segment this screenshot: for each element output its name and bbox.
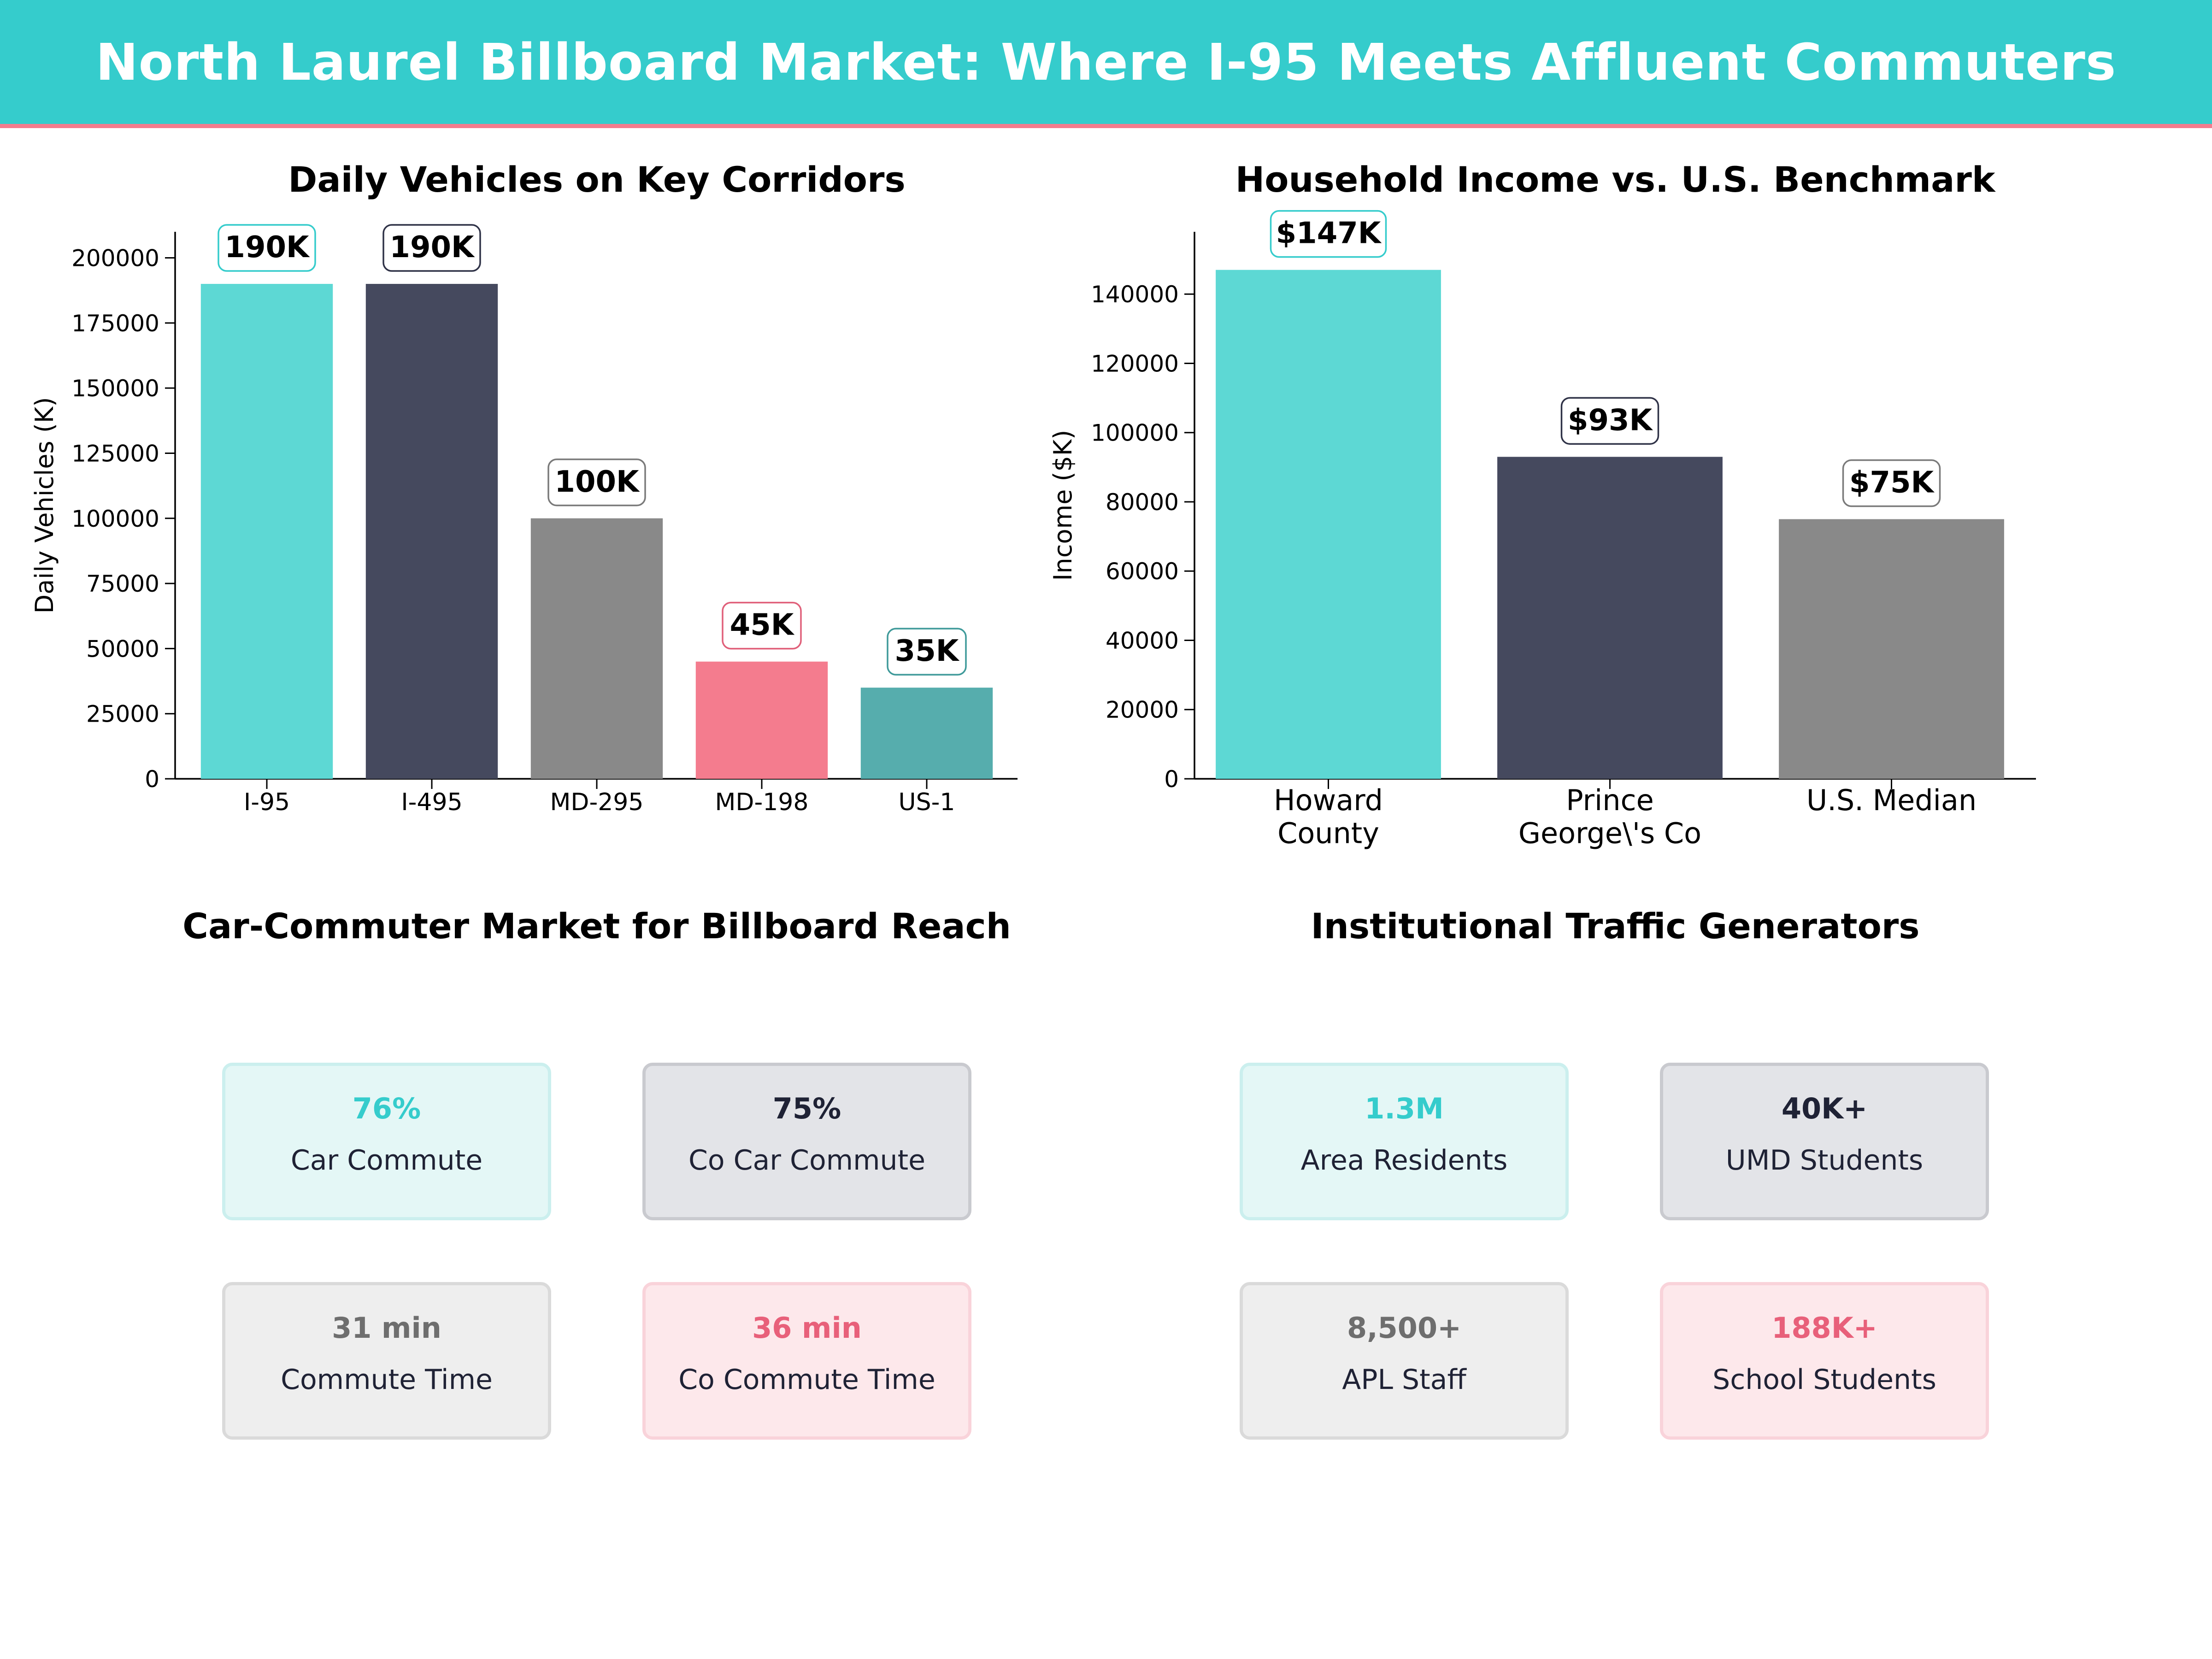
data-label-box [547,459,646,506]
stat-card: 36 min Co Commute Time [642,1282,971,1440]
stat-label: Area Residents [1300,1144,1508,1177]
data-label-box [382,224,481,272]
x-tick-label: MD-295 [550,788,644,816]
y-tick-label: 75000 [86,571,159,597]
stat-card: 8,500+ APL Staff [1240,1282,1569,1440]
stat-value: 75% [772,1092,841,1125]
title-banner: North Laurel Billboard Market: Where I-9… [0,0,2212,128]
stat-value: 40K+ [1781,1092,1868,1125]
income-bar-chart: 0 20000 40000 60000 80000 100000 120000 140000 I… [1048,210,2036,850]
data-label-box [218,224,316,272]
y-tick-label: 150000 [71,375,159,402]
traffic-bar-chart: 0 25000 50000 75000 100000 125000 150000 175000… [30,224,1018,816]
traffic-chart-title: Daily Vehicles on Key Corridors [288,159,906,200]
stat-card: 31 min Commute Time [222,1282,551,1440]
stat-label: APL Staff [1342,1364,1466,1396]
stat-card: 76% Car Commute [222,1063,551,1220]
stat-value: 188K+ [1771,1311,1877,1345]
y-tick-label: 125000 [71,440,159,467]
stat-label: Commute Time [281,1364,493,1396]
bar-1 [365,284,498,779]
page-title: North Laurel Billboard Market: Where I-9… [95,32,2117,92]
data-label: 190K [389,230,475,265]
y-axis-label: Daily Vehicles (K) [30,397,59,614]
y-tick-label: 100000 [1091,420,1179,447]
income-chart-title: Household Income vs. U.S. Benchmark [1235,159,1995,200]
stat-label: Co Car Commute [688,1144,926,1177]
x-tick-label: Prince George\'s Co [1518,783,1701,850]
stat-value: 1.3M [1365,1092,1444,1125]
x-tick-label: I-495 [401,788,462,816]
stat-value: 8,500+ [1347,1311,1462,1345]
stat-label: UMD Students [1725,1144,1924,1177]
bar-3 [695,661,828,779]
x-tick-label: Howard County [1274,783,1383,850]
bar-2 [1779,519,2004,779]
bar-4 [860,688,993,779]
y-tick-label: 25000 [86,701,159,728]
data-label: $147K [1276,217,1382,251]
y-axis-label: Income ($K) [1048,430,1077,581]
x-tick-label: I-95 [244,788,290,816]
data-label-box [1560,397,1659,445]
stat-label: Car Commute [290,1144,483,1177]
y-tick-label: 140000 [1091,281,1179,308]
y-tick-label: 20000 [1106,697,1179,724]
data-label-box [1842,459,1941,507]
y-tick-label: 200000 [71,245,159,272]
stat-label: School Students [1712,1364,1936,1396]
y-tick-label: 0 [1164,766,1179,793]
stat-value: 36 min [752,1311,862,1345]
x-tick-label: U.S. Median [1806,783,1977,817]
y-tick-label: 60000 [1106,558,1179,585]
data-label: 100K [554,465,640,499]
y-tick-label: 0 [145,766,159,793]
y-tick-label: 40000 [1106,627,1179,654]
data-label: $75K [1849,466,1935,500]
institutional-panel-title: Institutional Traffic Generators [1311,906,1920,947]
stat-value: 76% [352,1092,421,1125]
stat-card: 40K+ UMD Students [1660,1063,1989,1220]
data-label: 45K [730,608,795,642]
stat-label: Co Commute Time [678,1364,935,1396]
y-tick-label: 50000 [86,635,159,662]
y-tick-label: 80000 [1106,489,1179,516]
data-label: $93K [1568,403,1653,437]
stat-card: 75% Co Car Commute [642,1063,971,1220]
bar-1 [1497,457,1723,779]
data-label-box [722,601,802,650]
data-label: 190K [224,230,310,265]
data-label-box [1270,210,1387,258]
y-tick-label: 120000 [1091,350,1179,377]
x-tick-label: US-1 [899,788,955,816]
y-tick-label: 100000 [71,506,159,532]
bar-2 [530,518,663,779]
data-label-box [887,628,967,676]
y-tick-label: 175000 [71,310,159,337]
commuter-panel-title: Car-Commuter Market for Billboard Reach [182,906,1011,947]
bar-0 [200,284,333,779]
stat-value: 31 min [332,1311,441,1345]
bar-0 [1216,270,1441,779]
data-label: 35K [895,634,960,668]
stat-card: 1.3M Area Residents [1240,1063,1569,1220]
x-tick-label: MD-198 [715,788,809,816]
stat-card: 188K+ School Students [1660,1282,1989,1440]
